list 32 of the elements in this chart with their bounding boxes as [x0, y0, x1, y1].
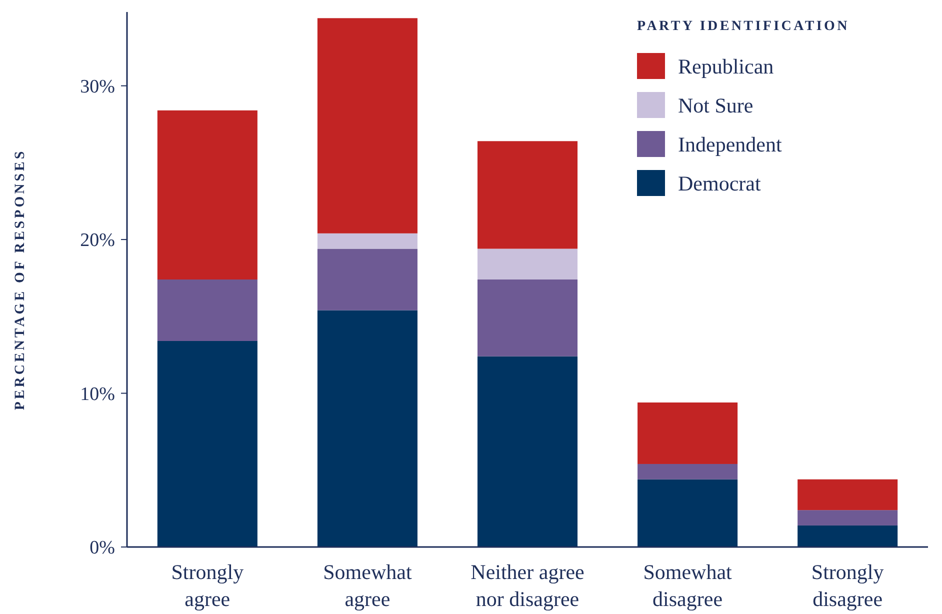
bar [638, 464, 738, 480]
bar [477, 356, 578, 547]
legend-label: Democrat [678, 171, 761, 196]
bar [317, 310, 418, 547]
y-axis-title: PERCENTAGE OF RESPONSES [13, 148, 28, 410]
y-tick-label: 10% [80, 384, 116, 405]
bar [157, 340, 258, 547]
bar [317, 248, 418, 310]
legend-label: Independent [678, 132, 782, 156]
bar [477, 280, 578, 356]
x-tick-label: Strongly disagree [811, 560, 884, 611]
y-tick-label: 20% [80, 230, 116, 252]
bar [798, 479, 898, 510]
bar [157, 280, 258, 341]
legend-label: Not Sure [678, 93, 754, 118]
bar [477, 248, 578, 280]
bar [638, 479, 738, 547]
legend-title: PARTY IDENTIFICATION [637, 19, 850, 34]
bar [798, 525, 898, 547]
x-tick-label: Strongly agree [171, 560, 244, 611]
y-tick-label: 30% [80, 76, 116, 98]
legend-label: Republican [678, 54, 774, 78]
y-tick-label: 0% [90, 538, 116, 559]
bar [638, 402, 738, 464]
bar [477, 141, 578, 249]
bar [317, 233, 418, 249]
x-tick-label: Neither agree nor disagree [470, 560, 584, 611]
bar [798, 510, 898, 526]
bar [317, 18, 418, 234]
bar [157, 110, 258, 280]
x-tick-label: Somewhat agree [323, 560, 412, 611]
x-tick-label: Somewhat disagree [643, 560, 732, 611]
